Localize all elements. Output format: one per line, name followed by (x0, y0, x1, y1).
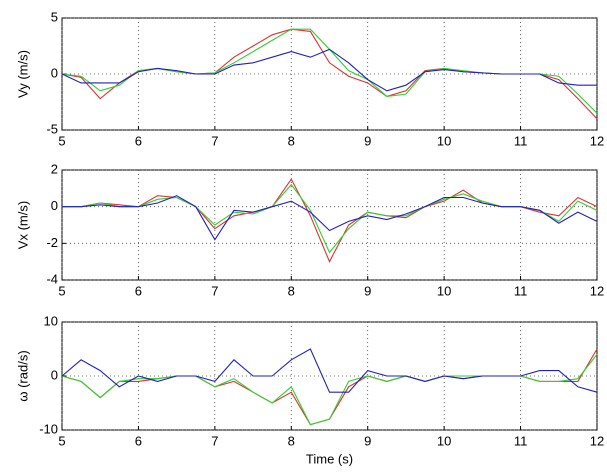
y-tick-label: -10 (39, 421, 58, 436)
x-tick-label: 5 (58, 433, 65, 448)
x-tick-label: 8 (288, 433, 295, 448)
x-tick-label: 8 (288, 133, 295, 148)
x-tick-label: 6 (135, 133, 142, 148)
x-tick-label: 9 (364, 283, 371, 298)
x-tick-label: 11 (514, 433, 528, 448)
y-tick-label: -2 (46, 235, 58, 250)
x-tick-label: 8 (288, 283, 295, 298)
x-tick-label: 11 (514, 283, 528, 298)
x-tick-label: 5 (58, 283, 65, 298)
y-tick-label: 0 (51, 65, 58, 80)
y-tick-label: 0 (51, 198, 58, 213)
x-tick-label: 11 (514, 133, 528, 148)
x-tick-label: 5 (58, 133, 65, 148)
y-tick-label: -4 (46, 271, 58, 286)
x-tick-label: 12 (590, 433, 604, 448)
y-tick-label: 10 (44, 313, 58, 328)
y-axis-label: Vy (m/s) (15, 50, 30, 98)
y-axis-label: Vx (m/s) (15, 201, 30, 249)
x-tick-label: 6 (135, 283, 142, 298)
y-tick-label: -5 (46, 121, 58, 136)
x-tick-label: 9 (364, 433, 371, 448)
series-line (61, 48, 597, 92)
x-axis-label: Time (s) (306, 451, 353, 466)
y-axis-label: ω (rad/s) (15, 350, 30, 401)
x-tick-label: 6 (135, 433, 142, 448)
x-tick-label: 12 (590, 283, 604, 298)
y-tick-label: 2 (51, 161, 58, 176)
x-tick-label: 10 (437, 433, 451, 448)
x-tick-label: 7 (211, 433, 218, 448)
axes-box (61, 169, 598, 281)
x-tick-label: 10 (437, 133, 451, 148)
x-tick-label: 7 (211, 133, 218, 148)
y-tick-label: 5 (51, 9, 58, 24)
x-tick-label: 12 (590, 133, 604, 148)
x-tick-label: 7 (211, 283, 218, 298)
x-tick-label: 9 (364, 133, 371, 148)
x-tick-label: 10 (437, 283, 451, 298)
series-line (62, 195, 598, 241)
y-tick-label: 0 (51, 367, 58, 382)
series-line (61, 348, 598, 393)
